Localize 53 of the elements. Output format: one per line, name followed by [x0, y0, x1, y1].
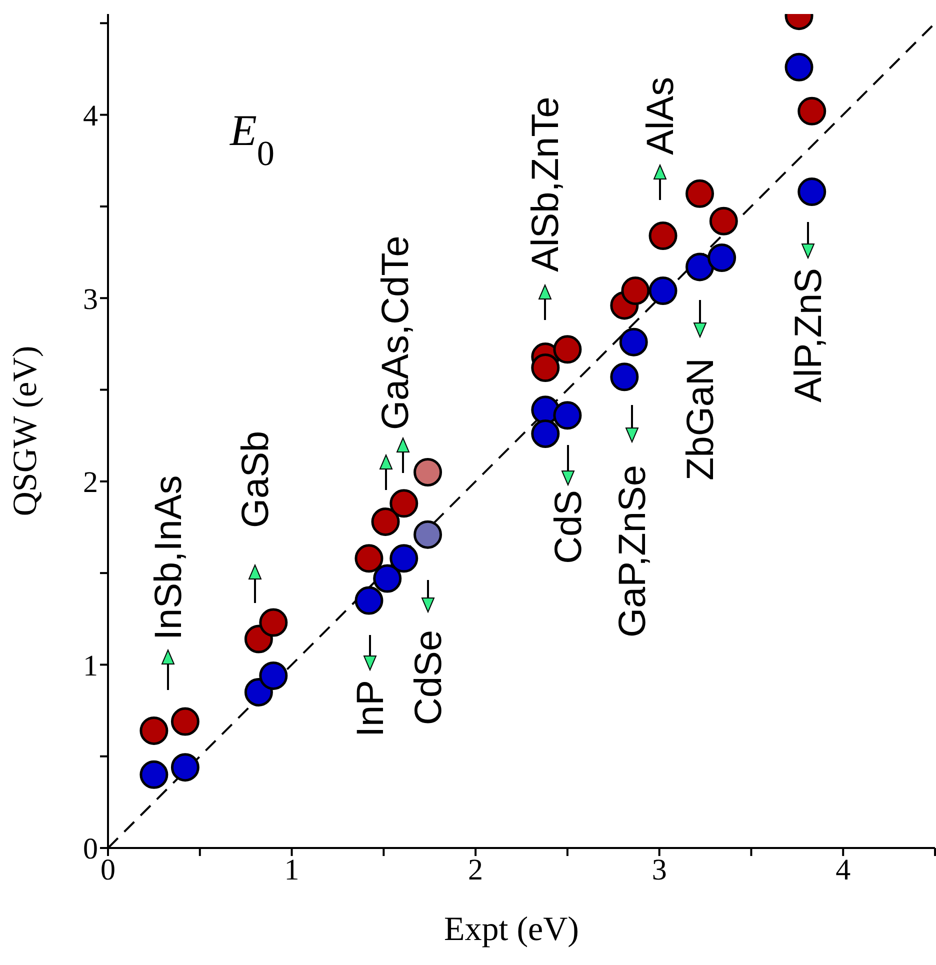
annotation: CdSe: [408, 630, 450, 726]
point: [798, 178, 826, 206]
point: [140, 716, 168, 745]
point: [619, 328, 648, 356]
point: [610, 362, 639, 392]
y-tick-label: 1: [83, 649, 98, 682]
annotation: InP: [350, 680, 392, 738]
point: [414, 520, 442, 549]
point: [414, 458, 442, 486]
point: [708, 244, 736, 272]
point: [390, 544, 418, 573]
point: [784, 52, 814, 82]
y-tick-label: 3: [83, 282, 98, 316]
y-axis-title: QSGW (eV): [7, 346, 44, 516]
point: [531, 420, 560, 448]
point: [140, 760, 168, 789]
x-axis-title: Expt (eV): [444, 911, 580, 948]
point: [709, 206, 738, 236]
point: [354, 586, 384, 615]
x-tick-label: 3: [652, 853, 667, 886]
point: [373, 564, 402, 593]
point: [648, 222, 678, 250]
annotation: ZbGaN: [680, 358, 722, 480]
annotation: GaAs,CdTe: [375, 236, 417, 430]
point: [170, 753, 200, 782]
y-tick-label: 2: [83, 466, 98, 500]
x-tick-label: 2: [468, 853, 484, 886]
point: [170, 707, 200, 736]
point: [553, 335, 582, 364]
point: [259, 608, 288, 637]
point: [390, 489, 418, 518]
point: [686, 252, 714, 282]
point: [621, 276, 650, 306]
annotation: GaSb: [235, 430, 277, 528]
point: [354, 544, 384, 573]
point: [686, 179, 714, 208]
annotation: AlP,ZnS: [788, 268, 830, 402]
x-tick-label: 4: [836, 853, 851, 886]
annotation: AlSb,ZnTe: [525, 96, 567, 272]
annotation: CdS: [548, 490, 590, 564]
x-tick-label: 1: [284, 853, 300, 886]
point: [798, 96, 826, 126]
annotation: GaP,ZnSe: [612, 465, 654, 638]
point: [553, 401, 582, 430]
point: [531, 354, 560, 382]
annotation: InSb,InAs: [148, 475, 190, 640]
annotation: AlAs: [640, 76, 682, 155]
point: [259, 661, 288, 690]
y-tick-label: 0: [83, 832, 98, 866]
annotation: E$_{0}$: [229, 106, 274, 172]
point: [648, 276, 678, 306]
point: [371, 507, 400, 536]
y-tick-label: 4: [83, 99, 98, 132]
